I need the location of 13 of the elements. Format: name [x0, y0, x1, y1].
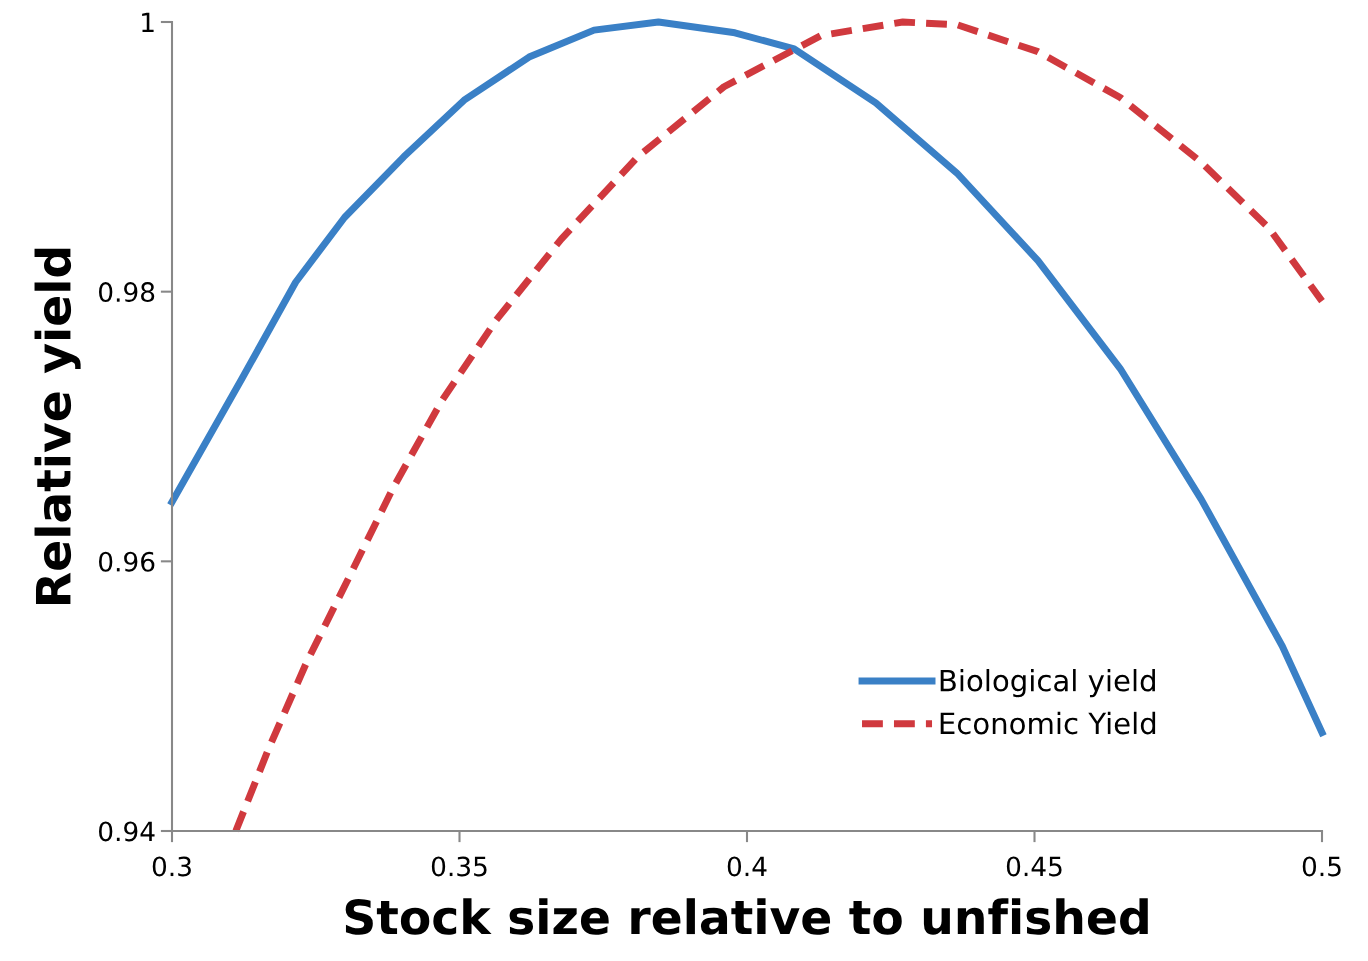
- x-tick-label: 0.4: [727, 856, 767, 877]
- y-axis-title: Relative yield: [34, 248, 81, 604]
- x-tick-label: 0.3: [152, 856, 191, 877]
- y-tick-label: 0.98: [99, 282, 155, 303]
- y-tick-label: 0.94: [99, 821, 155, 842]
- x-axis-title: Stock size relative to unfished: [345, 898, 1148, 935]
- x-tick-label: 0.45: [1006, 856, 1062, 877]
- y-tick-label: 1: [142, 12, 154, 33]
- legend-label: Economic Yield: [940, 711, 1156, 735]
- x-tick-label: 0.5: [1302, 856, 1341, 877]
- y-tick-label: 0.96: [99, 551, 155, 572]
- legend-label: Biological yield: [940, 668, 1155, 698]
- x-tick-label: 0.35: [431, 856, 487, 877]
